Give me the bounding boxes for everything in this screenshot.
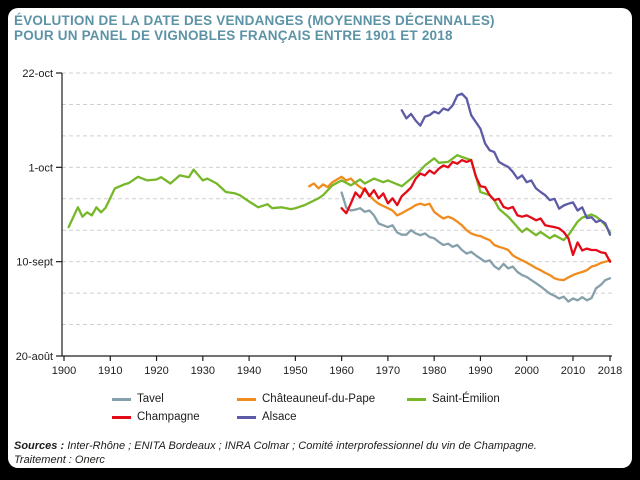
sources-prefix: Sources :: [14, 440, 65, 452]
alsace-line-swatch: [237, 415, 256, 419]
svg-text:1970: 1970: [376, 365, 400, 377]
svg-text:22-oct: 22-oct: [22, 68, 53, 80]
legend-label: Saint-Émilion: [432, 393, 500, 405]
svg-text:20-août: 20-août: [16, 351, 53, 363]
legend-item-saint-emilion: Saint-Émilion: [407, 392, 500, 406]
svg-text:1940: 1940: [237, 365, 261, 377]
svg-text:10-sept: 10-sept: [16, 257, 53, 269]
legend-item-tavel: Tavel: [112, 392, 164, 406]
svg-text:1980: 1980: [422, 365, 446, 377]
legend-item-chateauneuf: Châteauneuf-du-Pape: [237, 392, 375, 406]
saint-emilion-line-swatch: [407, 397, 426, 401]
treatment-line: Traitement : Onerc: [14, 453, 105, 466]
champagne-line-swatch: [112, 415, 131, 419]
svg-text:2010: 2010: [561, 365, 585, 377]
svg-text:1-oct: 1-oct: [29, 162, 53, 174]
svg-text:1900: 1900: [52, 365, 76, 377]
legend-item-alsace: Alsace: [237, 410, 297, 424]
svg-text:1960: 1960: [329, 365, 353, 377]
legend-label: Champagne: [137, 411, 200, 423]
svg-text:1930: 1930: [191, 365, 215, 377]
svg-text:1950: 1950: [283, 365, 307, 377]
svg-text:1990: 1990: [468, 365, 492, 377]
legend-label: Châteauneuf-du-Pape: [262, 393, 376, 405]
svg-text:2018: 2018: [598, 365, 622, 377]
page-title-line1: ÉVOLUTION DE LA DATE DES VENDANGES (MOYE…: [14, 13, 495, 28]
sources-note: Sources : Inter-Rhône ; ENITA Bordeaux ;…: [14, 440, 624, 467]
page-title-line2: POUR UN PANEL DE VIGNOBLES FRANÇAIS ENTR…: [14, 28, 453, 43]
legend-label: Tavel: [137, 393, 164, 405]
tavel-line-swatch: [112, 397, 131, 401]
svg-text:2000: 2000: [514, 365, 538, 377]
page-title: ÉVOLUTION DE LA DATE DES VENDANGES (MOYE…: [14, 13, 574, 43]
sources-text: Inter-Rhône ; ENITA Bordeaux ; INRA Colm…: [64, 440, 537, 452]
legend-label: Alsace: [262, 411, 297, 423]
svg-text:1920: 1920: [144, 365, 168, 377]
legend-item-champagne: Champagne: [112, 410, 200, 424]
chateauneuf-line-swatch: [237, 397, 256, 401]
chart-card: [8, 8, 632, 468]
svg-text:1910: 1910: [98, 365, 122, 377]
sources-line: Sources : Inter-Rhône ; ENITA Bordeaux ;…: [14, 440, 624, 454]
